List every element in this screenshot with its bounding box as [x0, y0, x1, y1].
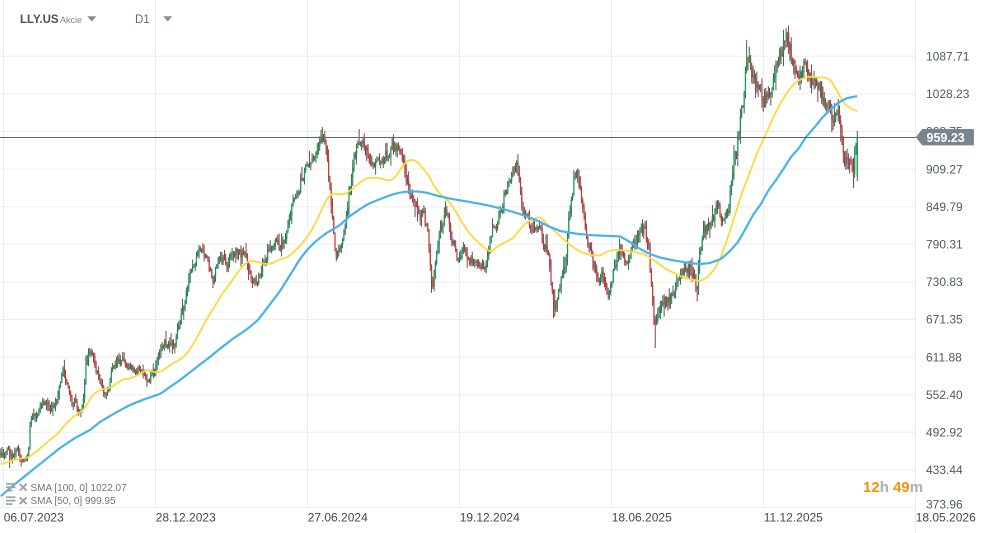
- svg-text:Akcie: Akcie: [60, 15, 82, 25]
- svg-text:SMA [100, 0] 1022.07: SMA [100, 0] 1022.07: [31, 483, 128, 494]
- svg-text:27.06.2024: 27.06.2024: [308, 510, 368, 524]
- svg-text:18.05.2026: 18.05.2026: [916, 510, 976, 524]
- svg-text:959.23: 959.23: [927, 131, 965, 145]
- svg-text:849.79: 849.79: [926, 200, 963, 214]
- svg-text:671.35: 671.35: [926, 313, 963, 327]
- svg-text:611.88: 611.88: [926, 350, 962, 364]
- svg-text:28.12.2023: 28.12.2023: [156, 510, 216, 524]
- svg-text:11.12.2025: 11.12.2025: [764, 510, 823, 524]
- svg-text:LLY.US: LLY.US: [20, 14, 59, 26]
- svg-text:18.06.2025: 18.06.2025: [612, 510, 672, 524]
- svg-text:552.40: 552.40: [926, 388, 963, 402]
- svg-text:492.92: 492.92: [926, 426, 963, 440]
- svg-text:19.12.2024: 19.12.2024: [460, 510, 520, 524]
- svg-text:06.07.2023: 06.07.2023: [4, 510, 64, 524]
- svg-text:373.96: 373.96: [926, 498, 963, 512]
- svg-text:1028.23: 1028.23: [926, 87, 970, 101]
- svg-text:433.44: 433.44: [926, 463, 963, 477]
- svg-text:SMA [50, 0] 999.95: SMA [50, 0] 999.95: [31, 496, 116, 507]
- svg-text:D1: D1: [135, 14, 150, 26]
- svg-text:790.31: 790.31: [926, 238, 963, 252]
- svg-text:1087.71: 1087.71: [926, 50, 970, 64]
- svg-text:730.83: 730.83: [926, 275, 963, 289]
- svg-text:12h 49m: 12h 49m: [863, 479, 923, 496]
- svg-text:909.27: 909.27: [926, 162, 963, 176]
